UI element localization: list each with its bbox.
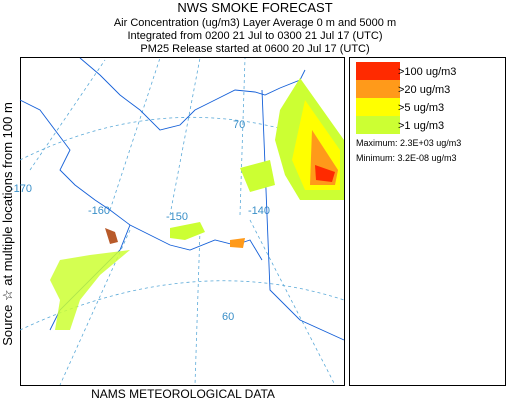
graticule-label: -150 — [166, 211, 188, 223]
footer: NAMS METEOROLOGICAL DATA — [91, 387, 275, 401]
graticule-label: -170 — [10, 183, 32, 195]
maximum: Maximum: 2.3E+03 ug/m3 — [356, 138, 461, 148]
smoke-plumes — [50, 78, 344, 330]
legend-swatch — [356, 116, 400, 134]
graticule-label: 60 — [222, 311, 234, 323]
legend-label: >5 ug/m3 — [398, 102, 444, 114]
subtitle: PM25 Release started at 0600 20 Jul 17 (… — [140, 43, 369, 55]
legend-label: >100 ug/m3 — [398, 66, 456, 78]
subtitle: Integrated from 0200 21 Jul to 0300 21 J… — [128, 30, 383, 42]
legend-swatch — [356, 98, 400, 116]
graticule-label: 70 — [233, 119, 245, 131]
graticule-label: -160 — [88, 205, 110, 217]
subtitle: Air Concentration (ug/m3) Layer Average … — [114, 17, 396, 29]
legend-swatch — [356, 80, 400, 98]
legend: >100 ug/m3 >20 ug/m3 >5 ug/m3 >1 ug/m3 — [356, 62, 456, 134]
legend-swatch — [356, 62, 400, 80]
title: NWS SMOKE FORECAST — [177, 0, 332, 15]
legend-frame — [349, 57, 506, 386]
graticule-labels: -170 -160 -150 -140 70 60 — [10, 119, 270, 323]
map-frame — [20, 57, 345, 386]
graticule-label: -140 — [248, 205, 270, 217]
legend-label: >1 ug/m3 — [398, 120, 444, 132]
legend-label: >20 ug/m3 — [398, 84, 450, 96]
minimum: Minimum: 3.2E-08 ug/m3 — [356, 153, 457, 163]
side-label: Source ☆ at multiple locations from 100 … — [0, 102, 15, 346]
